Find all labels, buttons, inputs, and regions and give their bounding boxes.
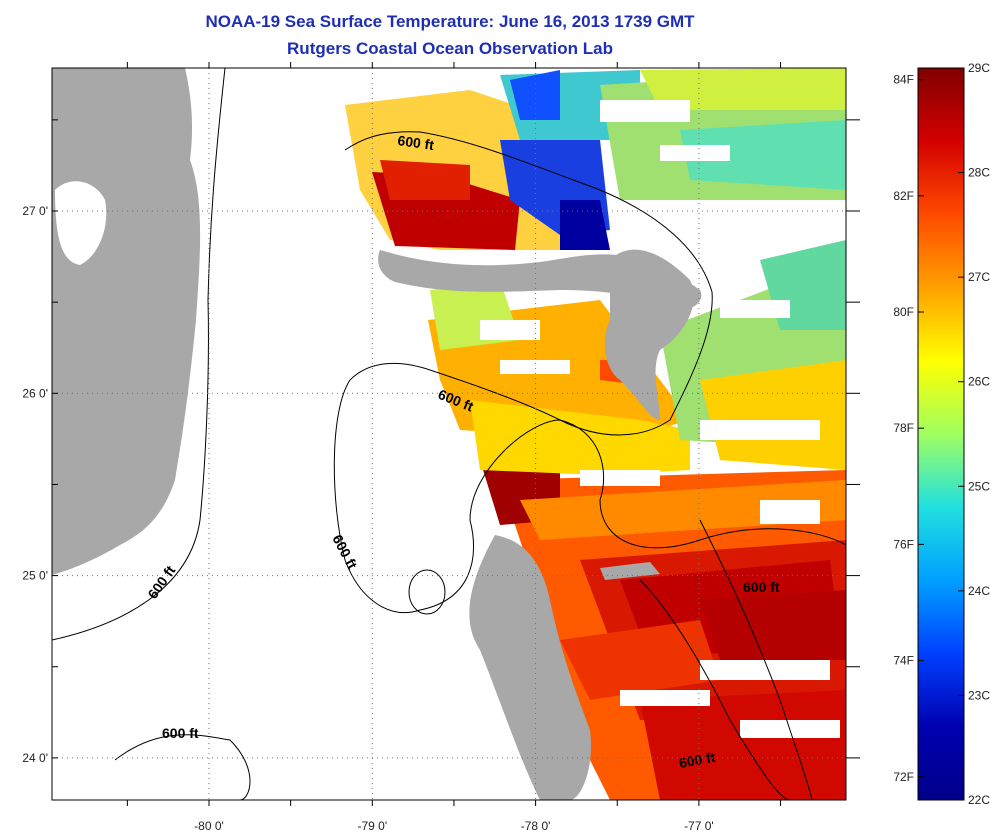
latitude-labels: 27 0' 26 0' 25 0' 24 0'	[22, 204, 48, 765]
graticule	[52, 68, 846, 800]
longitude-label: -79 0'	[357, 819, 387, 833]
isobath-east	[699, 519, 813, 800]
contour-label: 600 ft	[678, 749, 717, 771]
colorbar: 29C 28C 27C 26C 25C 24C 23C 22C 84F 82F 80F 78F 76F…	[893, 61, 990, 807]
celsius-label: 26C	[968, 375, 990, 389]
land-masses	[52, 68, 702, 800]
cloud-gaps	[480, 100, 840, 738]
fahrenheit-label: 78F	[893, 421, 914, 435]
andros-land	[469, 535, 591, 800]
isobath-tongue-of-ocean	[639, 579, 791, 800]
celsius-label: 24C	[968, 584, 990, 598]
fahrenheit-label: 72F	[893, 770, 914, 784]
longitude-labels: -80 0' -79 0' -78 0' -77 0'	[194, 819, 714, 833]
map-title: NOAA-19 Sea Surface Temperature: June 16…	[205, 12, 695, 31]
isobath-south	[114, 734, 251, 800]
celsius-label: 22C	[968, 793, 990, 807]
map-frame	[51, 67, 847, 801]
contour-label: 600 ft	[743, 579, 780, 595]
latitude-label: 25 0'	[22, 569, 48, 583]
isobath-seamount	[408, 569, 446, 615]
latitude-label: 24 0'	[22, 751, 48, 765]
celsius-scale: 29C 28C 27C 26C 25C 24C 23C 22C	[958, 61, 990, 807]
abaco-land	[604, 249, 694, 420]
map-subtitle: Rutgers Coastal Ocean Observation Lab	[287, 39, 613, 58]
longitude-label: -78 0'	[521, 819, 551, 833]
map-area: 600 ft 600 ft 600 ft 600 ft 600 ft 600 f…	[52, 68, 846, 800]
latitude-label: 27 0'	[22, 204, 48, 218]
celsius-label: 29C	[968, 61, 990, 75]
isobath-great-bahama-bank	[333, 379, 846, 614]
fahrenheit-label: 74F	[893, 654, 914, 668]
celsius-label: 28C	[968, 166, 990, 180]
sst-swath-south	[480, 460, 846, 800]
contour-label: 600 ft	[162, 725, 199, 741]
fahrenheit-label: 80F	[893, 305, 914, 319]
latitude-label: 26 0'	[22, 386, 48, 400]
isobath-florida	[52, 68, 226, 641]
longitude-label: -80 0'	[194, 819, 224, 833]
isobath-labels: 600 ft 600 ft 600 ft 600 ft 600 ft 600 f…	[144, 132, 780, 771]
map-ticks	[52, 62, 860, 806]
eleuthera-land	[600, 562, 660, 580]
longitude-label: -77 0'	[684, 819, 714, 833]
fahrenheit-label: 84F	[893, 73, 914, 87]
fahrenheit-label: 82F	[893, 189, 914, 203]
isobath-contours	[52, 68, 846, 800]
celsius-label: 27C	[968, 270, 990, 284]
contour-label: 600 ft	[397, 132, 436, 153]
celsius-label: 25C	[968, 479, 990, 493]
fahrenheit-scale: 84F 82F 80F 78F 76F 74F 72F	[893, 73, 924, 784]
fahrenheit-label: 76F	[893, 537, 914, 551]
isobath-little-bahama-bank	[344, 131, 713, 436]
colorbar-gradient	[917, 67, 965, 801]
lake-okeechobee	[55, 181, 107, 265]
celsius-label: 23C	[968, 688, 990, 702]
